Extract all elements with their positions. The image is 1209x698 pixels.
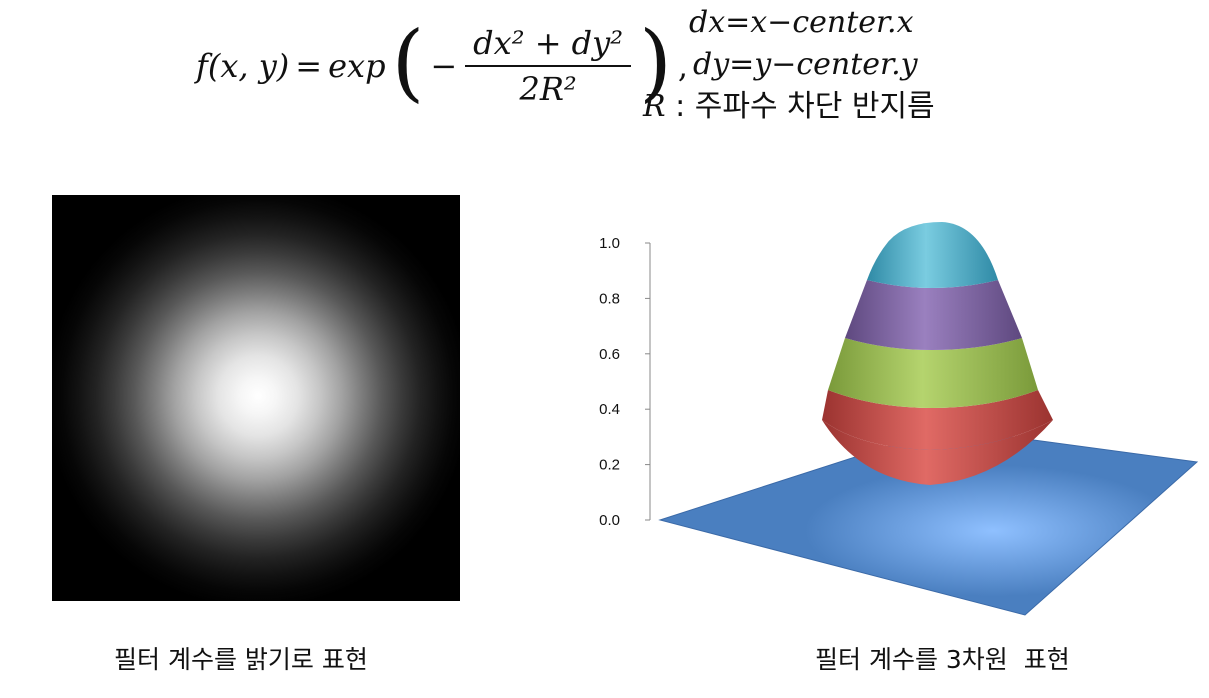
- def-dy: dy=y−center.y: [693, 47, 918, 82]
- filter-3d-chart: 0.0 0.2 0.4 0.6 0.8 1.0: [599, 222, 1199, 616]
- band-0.2-0.4: [822, 390, 1053, 450]
- z-tick-label: 0.6: [599, 346, 620, 363]
- right-paren: ): [639, 13, 672, 111]
- formula-fraction: dx² + dy² 2R²: [465, 24, 632, 108]
- formula-definitions: dx=x−center.x dy=y−center.y R : 주파수 차단 반…: [643, 2, 1003, 128]
- formula-equals: =: [295, 47, 323, 85]
- z-tick-label: 0.2: [599, 457, 620, 474]
- formula-lhs: f(x, y): [196, 47, 290, 85]
- def-r-text: : 주파수 차단 반지름: [665, 89, 935, 124]
- minus-sign: −: [430, 47, 458, 85]
- band-0.6-0.8: [845, 280, 1022, 350]
- caption-brightness: 필터 계수를 밝기로 표현: [114, 645, 368, 674]
- z-axis-ticks: 0.0 0.2 0.4 0.6 0.8 1.0: [599, 235, 650, 529]
- z-tick-label: 1.0: [599, 235, 620, 252]
- z-tick-label: 0.8: [599, 290, 620, 307]
- band-0.2-0.4-lower-curve: [822, 420, 1053, 485]
- z-tick-label: 0.0: [599, 512, 620, 529]
- formula-numerator: dx² + dy²: [465, 24, 632, 67]
- filter-brightness-image: [52, 195, 460, 601]
- band-0.8-1.0: [867, 222, 998, 288]
- z-tick-label: 0.4: [599, 401, 620, 418]
- left-paren: (: [391, 13, 425, 111]
- formula-comma: ,: [677, 47, 689, 85]
- def-r: R : 주파수 차단 반지름: [643, 86, 1003, 128]
- def-dx: dx=x−center.x: [689, 5, 914, 40]
- def-r-var: R: [643, 89, 666, 124]
- caption-3d: 필터 계수를 3차원 표현: [815, 645, 1070, 674]
- formula-func: exp: [328, 47, 386, 85]
- formula: f(x, y) = exp ( − dx² + dy² 2R² ) , dx=x…: [0, 0, 1209, 140]
- band-0.4-0.6: [828, 338, 1038, 408]
- formula-denominator: 2R²: [519, 70, 577, 108]
- gaussian-formula: f(x, y) = exp ( − dx² + dy² 2R² ) ,: [196, 20, 689, 108]
- surface-floor: [658, 427, 1199, 616]
